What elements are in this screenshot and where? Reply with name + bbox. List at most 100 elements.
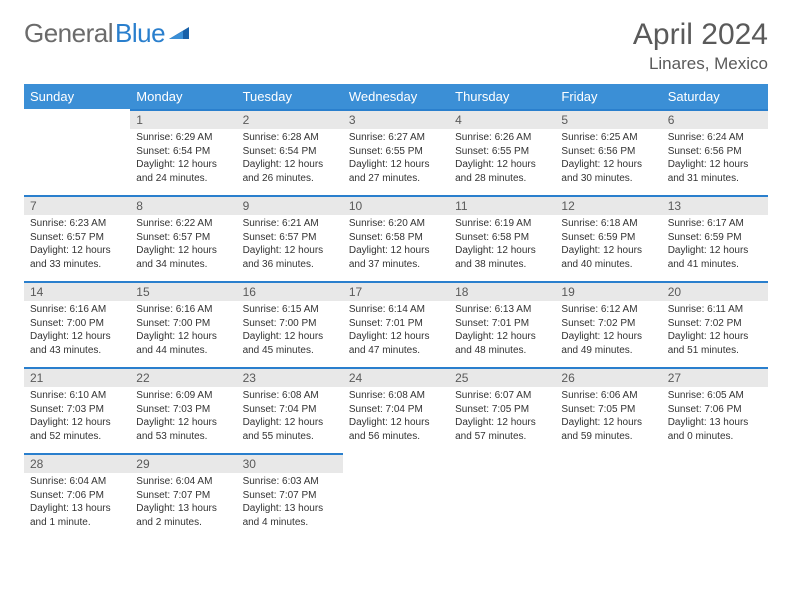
sunrise-text: Sunrise: 6:04 AM: [30, 475, 124, 489]
daylight-text: Daylight: 12 hours and 31 minutes.: [668, 158, 762, 185]
page-title: April 2024: [633, 18, 768, 52]
day-number: 9: [237, 195, 343, 215]
day-number: 19: [555, 281, 661, 301]
calendar-cell: 14Sunrise: 6:16 AMSunset: 7:00 PMDayligh…: [24, 281, 130, 367]
sunset-text: Sunset: 6:59 PM: [561, 231, 655, 245]
day-number: 26: [555, 367, 661, 387]
day-body: Sunrise: 6:24 AMSunset: 6:56 PMDaylight:…: [662, 129, 768, 189]
day-body: Sunrise: 6:09 AMSunset: 7:03 PMDaylight:…: [130, 387, 236, 447]
sunset-text: Sunset: 6:58 PM: [455, 231, 549, 245]
day-number: 7: [24, 195, 130, 215]
sunrise-text: Sunrise: 6:14 AM: [349, 303, 443, 317]
sunset-text: Sunset: 6:58 PM: [349, 231, 443, 245]
sunset-text: Sunset: 6:57 PM: [136, 231, 230, 245]
day-body: Sunrise: 6:27 AMSunset: 6:55 PMDaylight:…: [343, 129, 449, 189]
calendar-cell: 29Sunrise: 6:04 AMSunset: 7:07 PMDayligh…: [130, 453, 236, 539]
sunset-text: Sunset: 7:06 PM: [30, 489, 124, 503]
sunset-text: Sunset: 7:04 PM: [349, 403, 443, 417]
daylight-text: Daylight: 12 hours and 27 minutes.: [349, 158, 443, 185]
sunrise-text: Sunrise: 6:08 AM: [243, 389, 337, 403]
sunrise-text: Sunrise: 6:20 AM: [349, 217, 443, 231]
calendar-cell: 16Sunrise: 6:15 AMSunset: 7:00 PMDayligh…: [237, 281, 343, 367]
day-body: Sunrise: 6:15 AMSunset: 7:00 PMDaylight:…: [237, 301, 343, 361]
daylight-text: Daylight: 12 hours and 30 minutes.: [561, 158, 655, 185]
day-body: Sunrise: 6:18 AMSunset: 6:59 PMDaylight:…: [555, 215, 661, 275]
daylight-text: Daylight: 13 hours and 1 minute.: [30, 502, 124, 529]
location-label: Linares, Mexico: [633, 54, 768, 74]
title-block: April 2024 Linares, Mexico: [633, 18, 768, 74]
day-body: Sunrise: 6:16 AMSunset: 7:00 PMDaylight:…: [130, 301, 236, 361]
sunrise-text: Sunrise: 6:08 AM: [349, 389, 443, 403]
day-body: Sunrise: 6:13 AMSunset: 7:01 PMDaylight:…: [449, 301, 555, 361]
calendar-cell: 10Sunrise: 6:20 AMSunset: 6:58 PMDayligh…: [343, 195, 449, 281]
header: General Blue April 2024 Linares, Mexico: [24, 18, 768, 74]
day-number: 15: [130, 281, 236, 301]
day-header: Wednesday: [343, 84, 449, 109]
day-number: 30: [237, 453, 343, 473]
sunrise-text: Sunrise: 6:16 AM: [30, 303, 124, 317]
day-body: Sunrise: 6:03 AMSunset: 7:07 PMDaylight:…: [237, 473, 343, 533]
day-number: 14: [24, 281, 130, 301]
sunrise-text: Sunrise: 6:16 AM: [136, 303, 230, 317]
calendar-cell: 4Sunrise: 6:26 AMSunset: 6:55 PMDaylight…: [449, 109, 555, 195]
sunrise-text: Sunrise: 6:23 AM: [30, 217, 124, 231]
daylight-text: Daylight: 12 hours and 45 minutes.: [243, 330, 337, 357]
calendar-week: 1Sunrise: 6:29 AMSunset: 6:54 PMDaylight…: [24, 109, 768, 195]
daylight-text: Daylight: 13 hours and 4 minutes.: [243, 502, 337, 529]
flag-icon: [169, 21, 191, 46]
daylight-text: Daylight: 12 hours and 44 minutes.: [136, 330, 230, 357]
sunset-text: Sunset: 7:07 PM: [243, 489, 337, 503]
day-header-row: Sunday Monday Tuesday Wednesday Thursday…: [24, 84, 768, 109]
calendar-cell: 2Sunrise: 6:28 AMSunset: 6:54 PMDaylight…: [237, 109, 343, 195]
sunset-text: Sunset: 7:02 PM: [561, 317, 655, 331]
day-body: Sunrise: 6:26 AMSunset: 6:55 PMDaylight:…: [449, 129, 555, 189]
sunrise-text: Sunrise: 6:28 AM: [243, 131, 337, 145]
sunrise-text: Sunrise: 6:04 AM: [136, 475, 230, 489]
calendar-cell: 5Sunrise: 6:25 AMSunset: 6:56 PMDaylight…: [555, 109, 661, 195]
sunset-text: Sunset: 7:02 PM: [668, 317, 762, 331]
sunset-text: Sunset: 7:01 PM: [349, 317, 443, 331]
calendar-cell: [449, 453, 555, 539]
calendar-cell: 8Sunrise: 6:22 AMSunset: 6:57 PMDaylight…: [130, 195, 236, 281]
calendar-cell: 24Sunrise: 6:08 AMSunset: 7:04 PMDayligh…: [343, 367, 449, 453]
day-number: 8: [130, 195, 236, 215]
day-header: Sunday: [24, 84, 130, 109]
sunset-text: Sunset: 6:56 PM: [668, 145, 762, 159]
day-header: Thursday: [449, 84, 555, 109]
day-header: Tuesday: [237, 84, 343, 109]
day-header: Friday: [555, 84, 661, 109]
daylight-text: Daylight: 12 hours and 26 minutes.: [243, 158, 337, 185]
sunrise-text: Sunrise: 6:15 AM: [243, 303, 337, 317]
sunrise-text: Sunrise: 6:17 AM: [668, 217, 762, 231]
calendar-week: 14Sunrise: 6:16 AMSunset: 7:00 PMDayligh…: [24, 281, 768, 367]
sunset-text: Sunset: 6:55 PM: [349, 145, 443, 159]
sunset-text: Sunset: 7:01 PM: [455, 317, 549, 331]
sunset-text: Sunset: 7:05 PM: [561, 403, 655, 417]
day-body: Sunrise: 6:04 AMSunset: 7:07 PMDaylight:…: [130, 473, 236, 533]
sunrise-text: Sunrise: 6:13 AM: [455, 303, 549, 317]
sunrise-text: Sunrise: 6:22 AM: [136, 217, 230, 231]
day-number: 29: [130, 453, 236, 473]
calendar-week: 28Sunrise: 6:04 AMSunset: 7:06 PMDayligh…: [24, 453, 768, 539]
sunrise-text: Sunrise: 6:09 AM: [136, 389, 230, 403]
day-number: 17: [343, 281, 449, 301]
day-body: Sunrise: 6:05 AMSunset: 7:06 PMDaylight:…: [662, 387, 768, 447]
brand-logo: General Blue: [24, 18, 191, 49]
day-body: Sunrise: 6:16 AMSunset: 7:00 PMDaylight:…: [24, 301, 130, 361]
day-body: Sunrise: 6:04 AMSunset: 7:06 PMDaylight:…: [24, 473, 130, 533]
calendar-cell: 9Sunrise: 6:21 AMSunset: 6:57 PMDaylight…: [237, 195, 343, 281]
day-number: 18: [449, 281, 555, 301]
day-body: Sunrise: 6:12 AMSunset: 7:02 PMDaylight:…: [555, 301, 661, 361]
day-body: Sunrise: 6:21 AMSunset: 6:57 PMDaylight:…: [237, 215, 343, 275]
sunrise-text: Sunrise: 6:05 AM: [668, 389, 762, 403]
calendar-cell: [24, 109, 130, 195]
day-body: Sunrise: 6:06 AMSunset: 7:05 PMDaylight:…: [555, 387, 661, 447]
sunrise-text: Sunrise: 6:06 AM: [561, 389, 655, 403]
calendar-cell: 11Sunrise: 6:19 AMSunset: 6:58 PMDayligh…: [449, 195, 555, 281]
day-number: 1: [130, 109, 236, 129]
daylight-text: Daylight: 12 hours and 52 minutes.: [30, 416, 124, 443]
day-number: 20: [662, 281, 768, 301]
day-number: 6: [662, 109, 768, 129]
sunrise-text: Sunrise: 6:21 AM: [243, 217, 337, 231]
day-body: Sunrise: 6:17 AMSunset: 6:59 PMDaylight:…: [662, 215, 768, 275]
